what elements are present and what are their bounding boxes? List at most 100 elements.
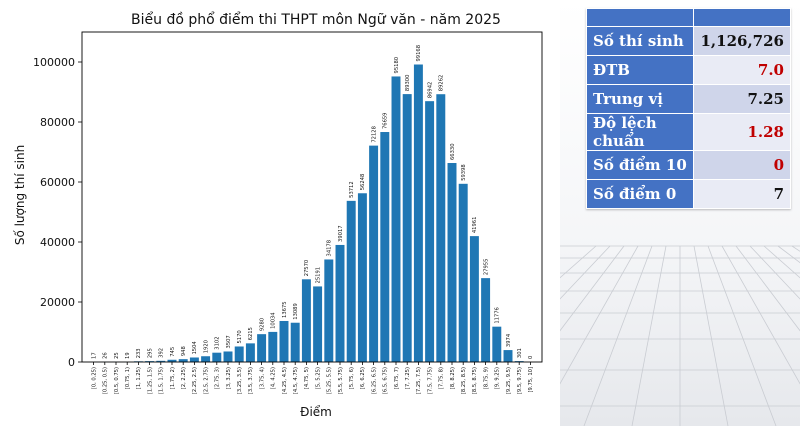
bar-data-label: 948 bbox=[181, 346, 187, 356]
bar-data-label: 1920 bbox=[203, 340, 209, 353]
bar-data-label: 53712 bbox=[349, 181, 355, 198]
bar-data-label: 95180 bbox=[394, 57, 400, 74]
stats-value: 7.25 bbox=[693, 84, 791, 114]
bar bbox=[492, 326, 502, 362]
stats-row-dtb: ĐTB 7.0 bbox=[585, 55, 791, 85]
bar-data-label: 26 bbox=[103, 352, 109, 359]
bar bbox=[324, 259, 334, 362]
bar bbox=[335, 244, 345, 362]
x-tick-label: [5.75, 6) bbox=[349, 367, 355, 389]
x-tick-label: [1.5, 1.75) bbox=[159, 367, 165, 394]
stats-row-so-diem-0: Số điểm 0 7 bbox=[585, 179, 791, 209]
bar-chart: Biểu đồ phổ điểm thi THPT môn Ngữ văn - … bbox=[13, 11, 543, 419]
x-tick-label: [6, 6.25) bbox=[360, 367, 366, 389]
x-tick-label: [3.75, 4) bbox=[259, 367, 265, 389]
x-tick-label: [2, 2.25) bbox=[181, 367, 187, 389]
x-tick-label: [1, 1.25) bbox=[136, 367, 142, 389]
y-tick-label: 40000 bbox=[40, 236, 75, 249]
x-tick-label: [4.5, 4.75) bbox=[293, 367, 299, 394]
stats-value: 1.28 bbox=[693, 113, 791, 151]
bar-data-label: 0 bbox=[528, 356, 534, 359]
bar bbox=[268, 331, 278, 362]
x-tick-label: [2.75, 3) bbox=[215, 367, 221, 389]
bar-data-label: 13089 bbox=[293, 303, 299, 320]
bar-data-label: 10034 bbox=[271, 312, 277, 329]
x-tick-label: [8.75, 9) bbox=[483, 367, 489, 389]
bar bbox=[189, 357, 199, 362]
stats-header-row bbox=[585, 8, 791, 27]
x-tick-label: [5.25, 5.5) bbox=[327, 367, 333, 394]
x-axis-label: Điểm bbox=[300, 405, 332, 419]
x-tick-label: [4.75, 5) bbox=[304, 367, 310, 389]
bar-data-label: 59398 bbox=[461, 164, 467, 181]
x-tick-label: [0.5, 0.75) bbox=[114, 367, 120, 394]
bar-data-label: 89300 bbox=[405, 75, 411, 92]
perspective-grid-decoration bbox=[560, 245, 800, 426]
x-tick-label: [2.25, 2.5) bbox=[192, 367, 198, 394]
x-tick-label: [8.5, 8.75) bbox=[472, 367, 478, 394]
bar-data-label: 9280 bbox=[259, 318, 265, 331]
x-tick-label: [5.5, 5.75) bbox=[338, 367, 344, 394]
stats-row-so-diem-10: Số điểm 10 0 bbox=[585, 150, 791, 180]
stats-label: Số điểm 10 bbox=[585, 150, 695, 180]
bar-data-label: 86942 bbox=[427, 82, 433, 99]
bar bbox=[212, 352, 222, 362]
bar-data-label: 66330 bbox=[450, 143, 456, 160]
y-tick-label: 60000 bbox=[40, 176, 75, 189]
stats-label: Số thí sinh bbox=[585, 26, 695, 56]
bar-data-label: 301 bbox=[517, 348, 523, 358]
bars-group bbox=[89, 64, 524, 363]
x-tick-label: [1.75, 2) bbox=[170, 367, 176, 389]
bar-data-label: 3974 bbox=[506, 333, 512, 347]
x-tick-label: [0.25, 0.5) bbox=[103, 367, 109, 394]
bar bbox=[156, 360, 166, 362]
bar bbox=[436, 94, 446, 363]
x-tick-label: [5, 5.25) bbox=[315, 367, 321, 389]
x-tick-label: [7, 7.25) bbox=[405, 367, 411, 389]
y-tick-label: 80000 bbox=[40, 116, 75, 129]
bar bbox=[279, 320, 289, 362]
bar bbox=[425, 101, 435, 363]
x-tick-label: [7.75, 8) bbox=[439, 367, 445, 389]
x-tick-label: [4.25, 4.5) bbox=[282, 367, 288, 394]
x-tick-label: [4, 4.25) bbox=[271, 367, 277, 389]
x-tick-label: [3.5, 3.75) bbox=[248, 367, 254, 394]
bar bbox=[469, 236, 479, 362]
bar bbox=[178, 359, 188, 362]
bar bbox=[413, 64, 423, 362]
bar-data-label: 13675 bbox=[282, 301, 288, 318]
bar-data-label: 27955 bbox=[483, 259, 489, 276]
y-tick-label: 0 bbox=[68, 356, 75, 369]
bar-data-label: 27570 bbox=[304, 260, 310, 277]
data-labels-group: 17 26 25 19 233 295 392 745 948 1504 1920 3102 3507 5… bbox=[91, 45, 534, 359]
x-tick-label: [1.25, 1.5) bbox=[147, 367, 153, 394]
bar-data-label: 6215 bbox=[248, 327, 254, 340]
stats-value: 7.0 bbox=[693, 55, 791, 85]
bar-data-label: 233 bbox=[136, 348, 142, 358]
bar-data-label: 3102 bbox=[215, 336, 221, 349]
stats-label: Trung vị bbox=[585, 84, 695, 114]
x-tick-label: [3, 3.25) bbox=[226, 367, 232, 389]
bar-data-label: 41961 bbox=[472, 217, 478, 234]
x-tick-label: [8, 8.25) bbox=[450, 367, 456, 389]
bar bbox=[201, 356, 211, 362]
bar-data-label: 17 bbox=[91, 352, 97, 359]
stats-value: 7 bbox=[693, 179, 791, 209]
bar bbox=[257, 334, 267, 362]
stats-row-do-lech-chuan: Độ lệch chuẩn 1.28 bbox=[585, 113, 791, 151]
bar-data-label: 11776 bbox=[495, 307, 501, 324]
bar-data-label: 34178 bbox=[327, 240, 333, 257]
x-tick-label: [9.25, 9.5) bbox=[506, 367, 512, 394]
bar bbox=[369, 145, 379, 362]
bar bbox=[447, 163, 457, 362]
y-tick-label: 100000 bbox=[33, 56, 75, 69]
chart-title: Biểu đồ phổ điểm thi THPT môn Ngữ văn - … bbox=[131, 11, 501, 28]
x-tick-label: [9.75, 10] bbox=[528, 367, 534, 393]
bar bbox=[402, 94, 412, 362]
x-axis: [0, 0.25) [0.25, 0.5) [0.5, 0.75) [0.75, 1)… bbox=[91, 362, 534, 394]
bar bbox=[167, 359, 177, 362]
bar bbox=[357, 193, 367, 362]
bar bbox=[458, 183, 468, 362]
stats-row-trung-vi: Trung vị 7.25 bbox=[585, 84, 791, 114]
y-axis: 0 20000 40000 60000 80000 100000 bbox=[33, 56, 82, 369]
